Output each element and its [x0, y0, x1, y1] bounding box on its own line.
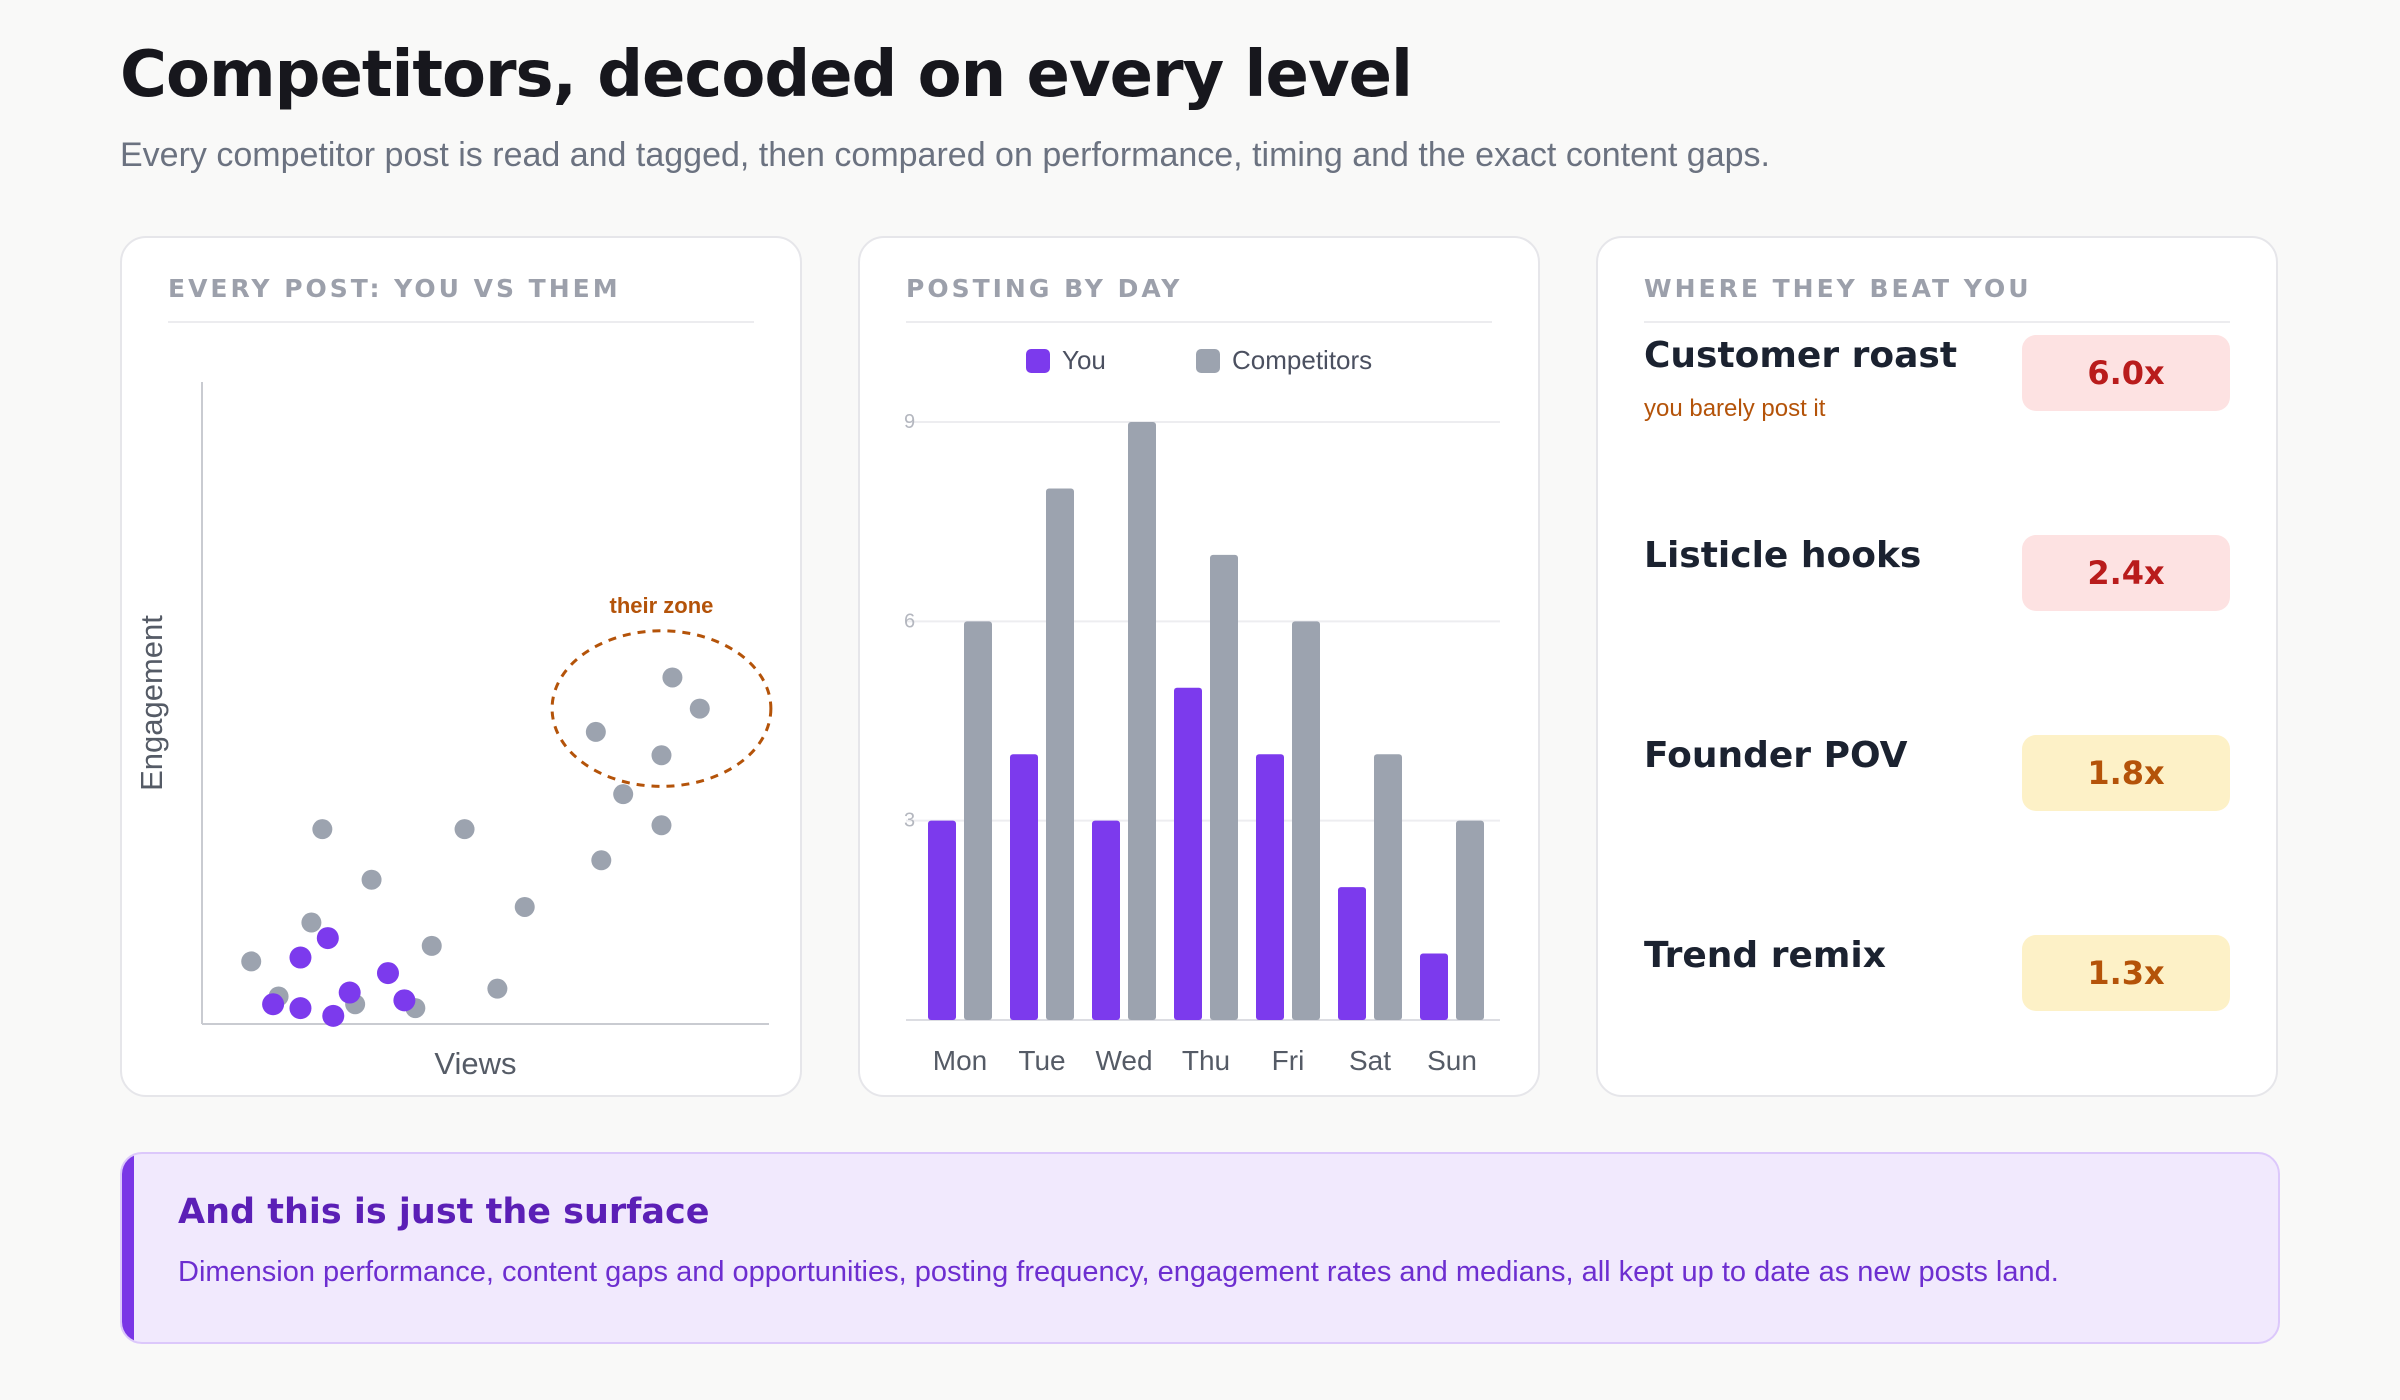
competitor-point	[454, 819, 475, 840]
competitor-point	[613, 784, 634, 805]
you-point	[289, 946, 312, 969]
page-title: Competitors, decoded on every level	[120, 38, 1413, 112]
competitor-point	[241, 951, 262, 972]
legend-swatch-you	[1026, 349, 1050, 373]
you-bar-sat	[1338, 887, 1366, 1020]
bar-chart: 3 6 9 You Competitors Mon Tue Wed Thu Fri Sat Sun	[904, 345, 1500, 1076]
you-bar-tue	[1010, 754, 1038, 1020]
scatter-card: EVERY POST: YOU VS THEM Views Engagement t…	[120, 236, 802, 1097]
you-point	[316, 927, 339, 950]
gap-note: you barely post it	[1644, 395, 1826, 422]
gap-multiplier-badge: 6.0x	[2022, 335, 2230, 411]
gaps-card: WHERE THEY BEAT YOU Customer roast you ba…	[1596, 236, 2278, 1097]
you-bar-mon	[928, 820, 956, 1020]
competitor-point	[487, 978, 508, 999]
their-zone-label: their zone	[610, 593, 714, 618]
competitor-bar-thu	[1210, 554, 1238, 1020]
competitor-point	[514, 896, 535, 917]
callout-body: Dimension performance, content gaps and …	[178, 1256, 2059, 1288]
gaps-card-title: WHERE THEY BEAT YOU	[1644, 274, 2230, 323]
you-point	[322, 1004, 345, 1027]
gap-item: Customer roast you barely post it 6.0x	[1644, 335, 2230, 422]
competitor-point	[585, 721, 606, 742]
gap-label: Founder POV	[1644, 735, 1908, 776]
x-tick-label-sat: Sat	[1349, 1045, 1391, 1076]
gap-item: Listicle hooks 2.4x	[1644, 535, 2230, 615]
competitor-point	[662, 667, 683, 688]
x-tick-label-sun: Sun	[1427, 1045, 1477, 1076]
you-point	[376, 962, 399, 985]
scatter-card-title: EVERY POST: YOU VS THEM	[168, 274, 754, 323]
competitor-point	[312, 819, 333, 840]
competitor-point	[651, 815, 672, 836]
you-point	[289, 997, 312, 1020]
competitor-point	[689, 698, 710, 719]
competitor-bar-wed	[1128, 422, 1156, 1020]
x-tick-label-thu: Thu	[1182, 1045, 1230, 1076]
callout-accent-bar	[122, 1154, 134, 1342]
you-point	[338, 981, 361, 1004]
competitor-point	[361, 869, 382, 890]
x-tick-label-tue: Tue	[1018, 1045, 1065, 1076]
competitor-bar-mon	[964, 621, 992, 1020]
legend-label-you: You	[1062, 345, 1106, 375]
callout-title: And this is just the surface	[178, 1192, 710, 1232]
you-bar-thu	[1174, 687, 1202, 1020]
competitor-point	[421, 935, 442, 956]
competitor-bar-tue	[1046, 488, 1074, 1020]
competitor-bar-fri	[1292, 621, 1320, 1020]
y-tick-label: 6	[904, 610, 915, 632]
you-bar-fri	[1256, 754, 1284, 1020]
gap-label: Customer roast	[1644, 335, 1958, 376]
x-tick-label-mon: Mon	[933, 1045, 987, 1076]
you-bar-sun	[1420, 953, 1448, 1020]
you-point	[393, 989, 416, 1012]
y-tick-label: 9	[904, 411, 915, 433]
you-point	[262, 993, 285, 1016]
gap-item: Trend remix 1.3x	[1644, 935, 2230, 1015]
competitor-bar-sat	[1374, 754, 1402, 1020]
scatter-chart: Views Engagement their zone	[134, 382, 773, 1081]
x-tick-label-wed: Wed	[1095, 1045, 1152, 1076]
competitor-point	[651, 745, 672, 766]
x-axis-label: Views	[434, 1046, 516, 1081]
bar-card-title: POSTING BY DAY	[906, 274, 1492, 323]
legend-swatch-competitors	[1196, 349, 1220, 373]
gap-label: Trend remix	[1644, 935, 1886, 976]
y-tick-label: 3	[904, 810, 915, 832]
page-subtitle: Every competitor post is read and tagged…	[120, 136, 1770, 174]
gap-multiplier-badge: 1.8x	[2022, 735, 2230, 811]
y-axis-label: Engagement	[134, 615, 169, 791]
callout-banner: And this is just the surface Dimension p…	[120, 1152, 2280, 1344]
their-zone-circle	[550, 629, 773, 788]
legend-label-competitors: Competitors	[1232, 345, 1372, 375]
gap-multiplier-badge: 2.4x	[2022, 535, 2230, 611]
bar-card: POSTING BY DAY 3 6 9 You Competitors Mon Tue We…	[858, 236, 1540, 1097]
competitor-bar-sun	[1456, 820, 1484, 1020]
competitor-point	[301, 912, 322, 933]
gap-item: Founder POV 1.8x	[1644, 735, 2230, 815]
gap-label: Listicle hooks	[1644, 535, 1922, 576]
x-tick-label-fri: Fri	[1272, 1045, 1305, 1076]
competitor-point	[591, 850, 612, 871]
gap-multiplier-badge: 1.3x	[2022, 935, 2230, 1011]
you-bar-wed	[1092, 820, 1120, 1020]
